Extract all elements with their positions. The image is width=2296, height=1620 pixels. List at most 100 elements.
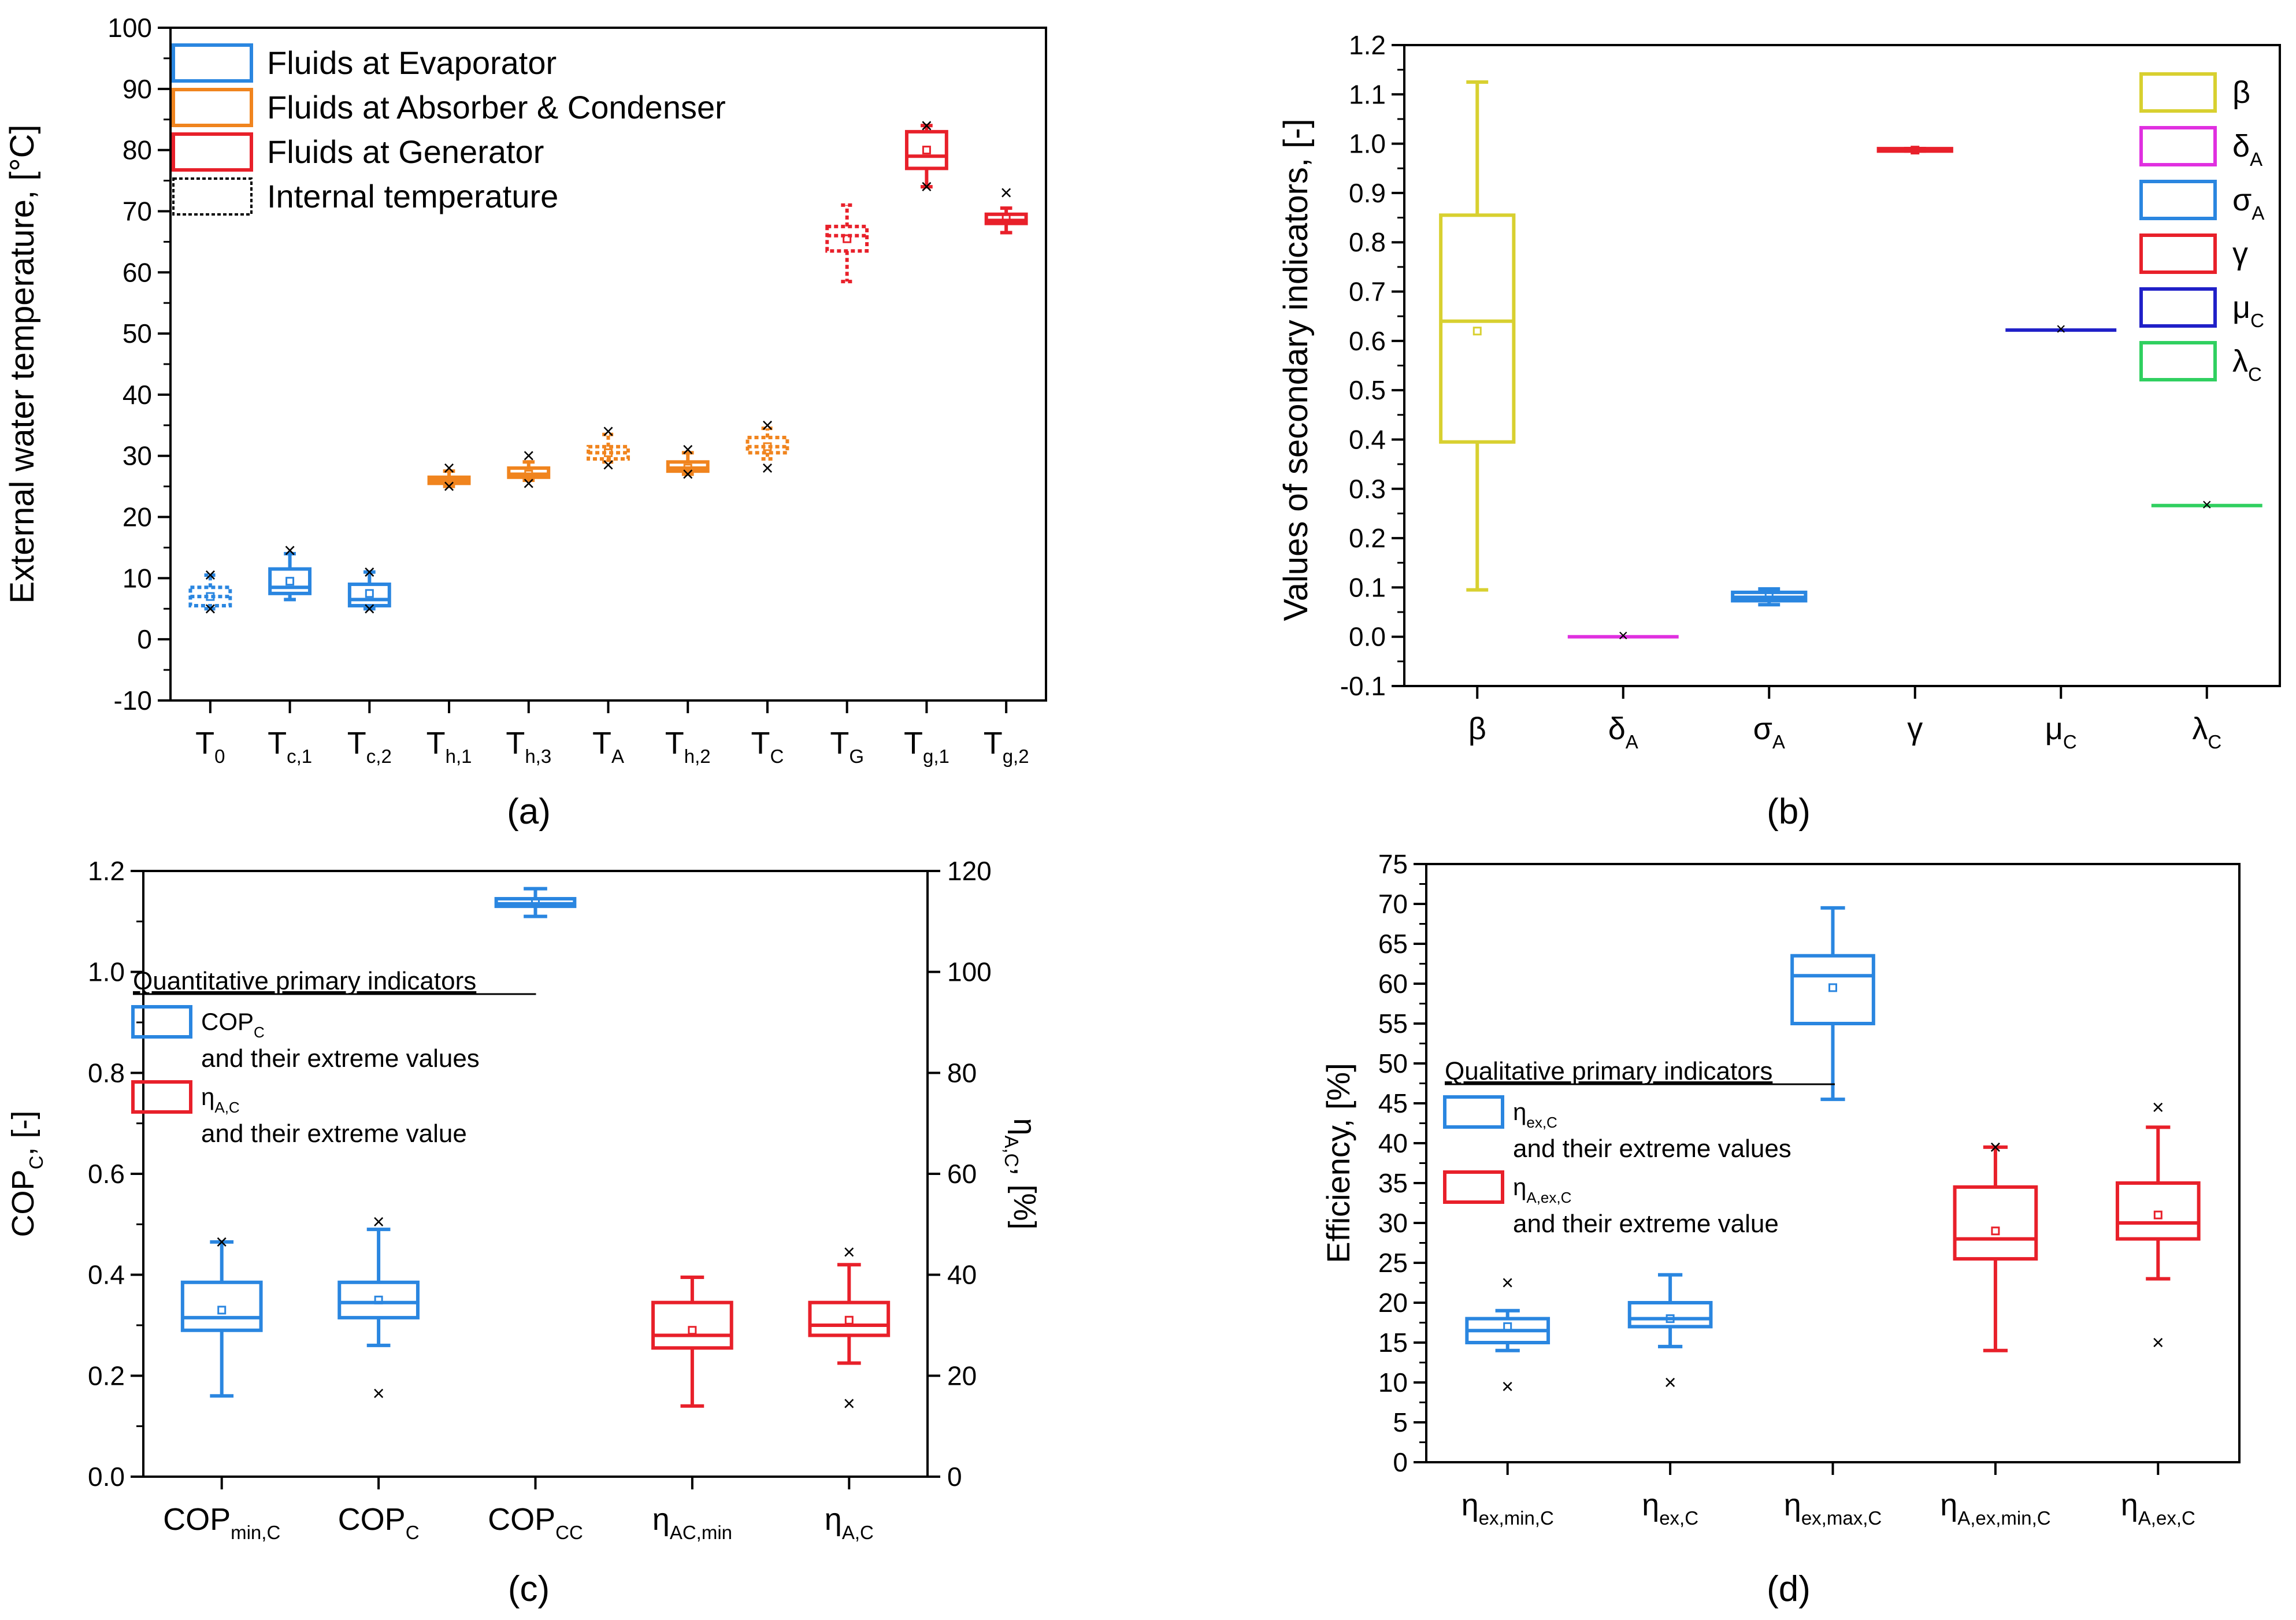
legend-label: ηex,C xyxy=(1513,1098,1557,1131)
legend-swatch xyxy=(172,132,253,172)
box-outlier: × xyxy=(602,419,614,443)
legend-title: Quantitative primary indicators xyxy=(133,967,476,995)
box-mean-marker xyxy=(217,1306,227,1315)
legend-swatch xyxy=(131,1080,192,1114)
box-body xyxy=(1790,954,1875,1025)
y-tick-label: 80 xyxy=(123,135,152,165)
box-mean-marker xyxy=(763,442,772,451)
box-mean-marker xyxy=(604,448,613,457)
y-tick-label: 5 xyxy=(1393,1407,1408,1437)
box-2: × xyxy=(1627,1273,1713,1394)
box-mean-marker xyxy=(688,1326,697,1335)
y-tick-label: 0.2 xyxy=(88,1360,125,1391)
x-tick-label: ηex,C xyxy=(1642,1488,1698,1529)
y2-tick-label: 80 xyxy=(947,1058,977,1088)
box-outlier: × xyxy=(443,456,455,480)
legend-note: and their extreme value xyxy=(201,1119,467,1148)
y-tick-label: 30 xyxy=(123,441,152,471)
y-tick-label: 0.6 xyxy=(1349,326,1386,356)
y-tick-label: 0.9 xyxy=(1349,178,1386,208)
box-mean-marker xyxy=(1911,146,1920,155)
box-outlier: × xyxy=(522,444,535,468)
x-tick-label: Th,3 xyxy=(506,726,551,767)
box-4: × xyxy=(1953,1135,2038,1352)
box-1: × xyxy=(180,1230,263,1398)
legend-label: Fluids at Absorber & Condenser xyxy=(267,89,726,125)
box-1: ×× xyxy=(188,563,232,620)
box-1 xyxy=(1439,80,1516,592)
box-outlier: × xyxy=(921,175,933,198)
box-body xyxy=(180,1280,263,1332)
box-outlier: × xyxy=(843,1391,855,1415)
legend-swatch xyxy=(1443,1095,1504,1129)
legend-swatch xyxy=(1443,1170,1504,1204)
legend-swatch xyxy=(2139,72,2217,113)
box-outlier: × xyxy=(363,560,376,584)
y-tick-label: 10 xyxy=(1378,1367,1408,1397)
y2-tick-label: 120 xyxy=(947,856,992,886)
legend-swatch xyxy=(172,88,253,127)
box-3 xyxy=(1790,906,1875,1102)
y2-tick-label: 0 xyxy=(947,1462,962,1492)
y-axis-title: COPC, [-] xyxy=(6,1111,47,1237)
box-outlier: × xyxy=(1989,1135,2001,1159)
box-mean-marker xyxy=(1472,327,1482,336)
y-tick-label: 50 xyxy=(1378,1048,1408,1078)
box-outlier: × xyxy=(284,539,296,562)
y-tick-label: 40 xyxy=(123,380,152,410)
box-mean-marker xyxy=(844,1315,854,1325)
panel-b-chart: -0.1 0.0 0.1 0.2 0.3 0.4 0.5 0.6 0.7 0.8 0.9 1.0 1.1… xyxy=(1277,30,2281,832)
y2-tick-label: 40 xyxy=(947,1260,977,1290)
box-1: ×× xyxy=(1465,1271,1551,1398)
box-mean-marker xyxy=(1666,1314,1675,1324)
y-tick-label: 0.6 xyxy=(88,1159,125,1189)
box-7: ×× xyxy=(666,438,710,485)
legend-note: and their extreme value xyxy=(1513,1210,1779,1238)
legend-note: and their extreme values xyxy=(1513,1135,1791,1163)
legend-swatch xyxy=(2139,287,2217,328)
box-body xyxy=(268,567,312,595)
box-outlier: × xyxy=(443,474,455,498)
y-tick-label: 10 xyxy=(123,563,152,593)
y-tick-label: 1.1 xyxy=(1349,79,1386,109)
box-6: ×× xyxy=(587,419,630,477)
x-tick-label: Tc,2 xyxy=(347,726,392,767)
y-tick-label: 0.2 xyxy=(1349,523,1386,553)
y-axis-title: External water temperature, [°C] xyxy=(3,124,41,603)
box-mean-marker xyxy=(683,464,692,473)
box-outlier: × xyxy=(1664,1370,1676,1394)
box-5: ×× xyxy=(507,444,551,495)
x-tick-label: ηA,C xyxy=(825,1502,874,1543)
box-5: × xyxy=(2005,320,2117,339)
panel-label: (a) xyxy=(507,792,551,832)
legend-label: μC xyxy=(2232,290,2264,331)
y-tick-label: 1.2 xyxy=(88,856,125,886)
legend-swatch xyxy=(2139,180,2217,220)
y-tick-label: 0.7 xyxy=(1349,277,1386,307)
y-tick-label: 55 xyxy=(1378,1009,1408,1039)
y-tick-label: 20 xyxy=(123,502,152,532)
x-tick-label: γ xyxy=(1907,711,1923,746)
x-tick-label: TC xyxy=(751,726,784,767)
y-axis-title: Values of secondary indicators, [-] xyxy=(1277,118,1315,621)
x-tick-label: ηex,min,C xyxy=(1462,1488,1554,1529)
y-tick-label: -0.1 xyxy=(1340,671,1386,701)
y-tick-label: 0.8 xyxy=(88,1058,125,1088)
legend-label: σA xyxy=(2232,183,2264,224)
y-tick-label: 90 xyxy=(123,74,152,104)
x-tick-label: δA xyxy=(1608,711,1638,752)
y-tick-label: 0.5 xyxy=(1349,375,1386,405)
box-2: ×× xyxy=(337,1210,420,1405)
x-tick-label: TG xyxy=(830,726,864,767)
y-tick-label: 0 xyxy=(137,624,152,654)
box-mean-marker xyxy=(1764,592,1774,601)
y-tick-label: 0.4 xyxy=(88,1260,125,1290)
box-mean-marker xyxy=(206,592,215,601)
box-3 xyxy=(1731,587,1808,607)
legend-swatch xyxy=(2139,341,2217,381)
legend-label: Internal temperature xyxy=(267,178,558,214)
y-tick-label: 0 xyxy=(1393,1447,1408,1477)
y-tick-label: 50 xyxy=(123,318,152,349)
panel-c-chart: 0.0 0.2 0.4 0.6 0.8 1.0 1.2 COPmin,C COPC COPCC ηA… xyxy=(6,856,1042,1609)
box-outlier: × xyxy=(373,1381,385,1405)
